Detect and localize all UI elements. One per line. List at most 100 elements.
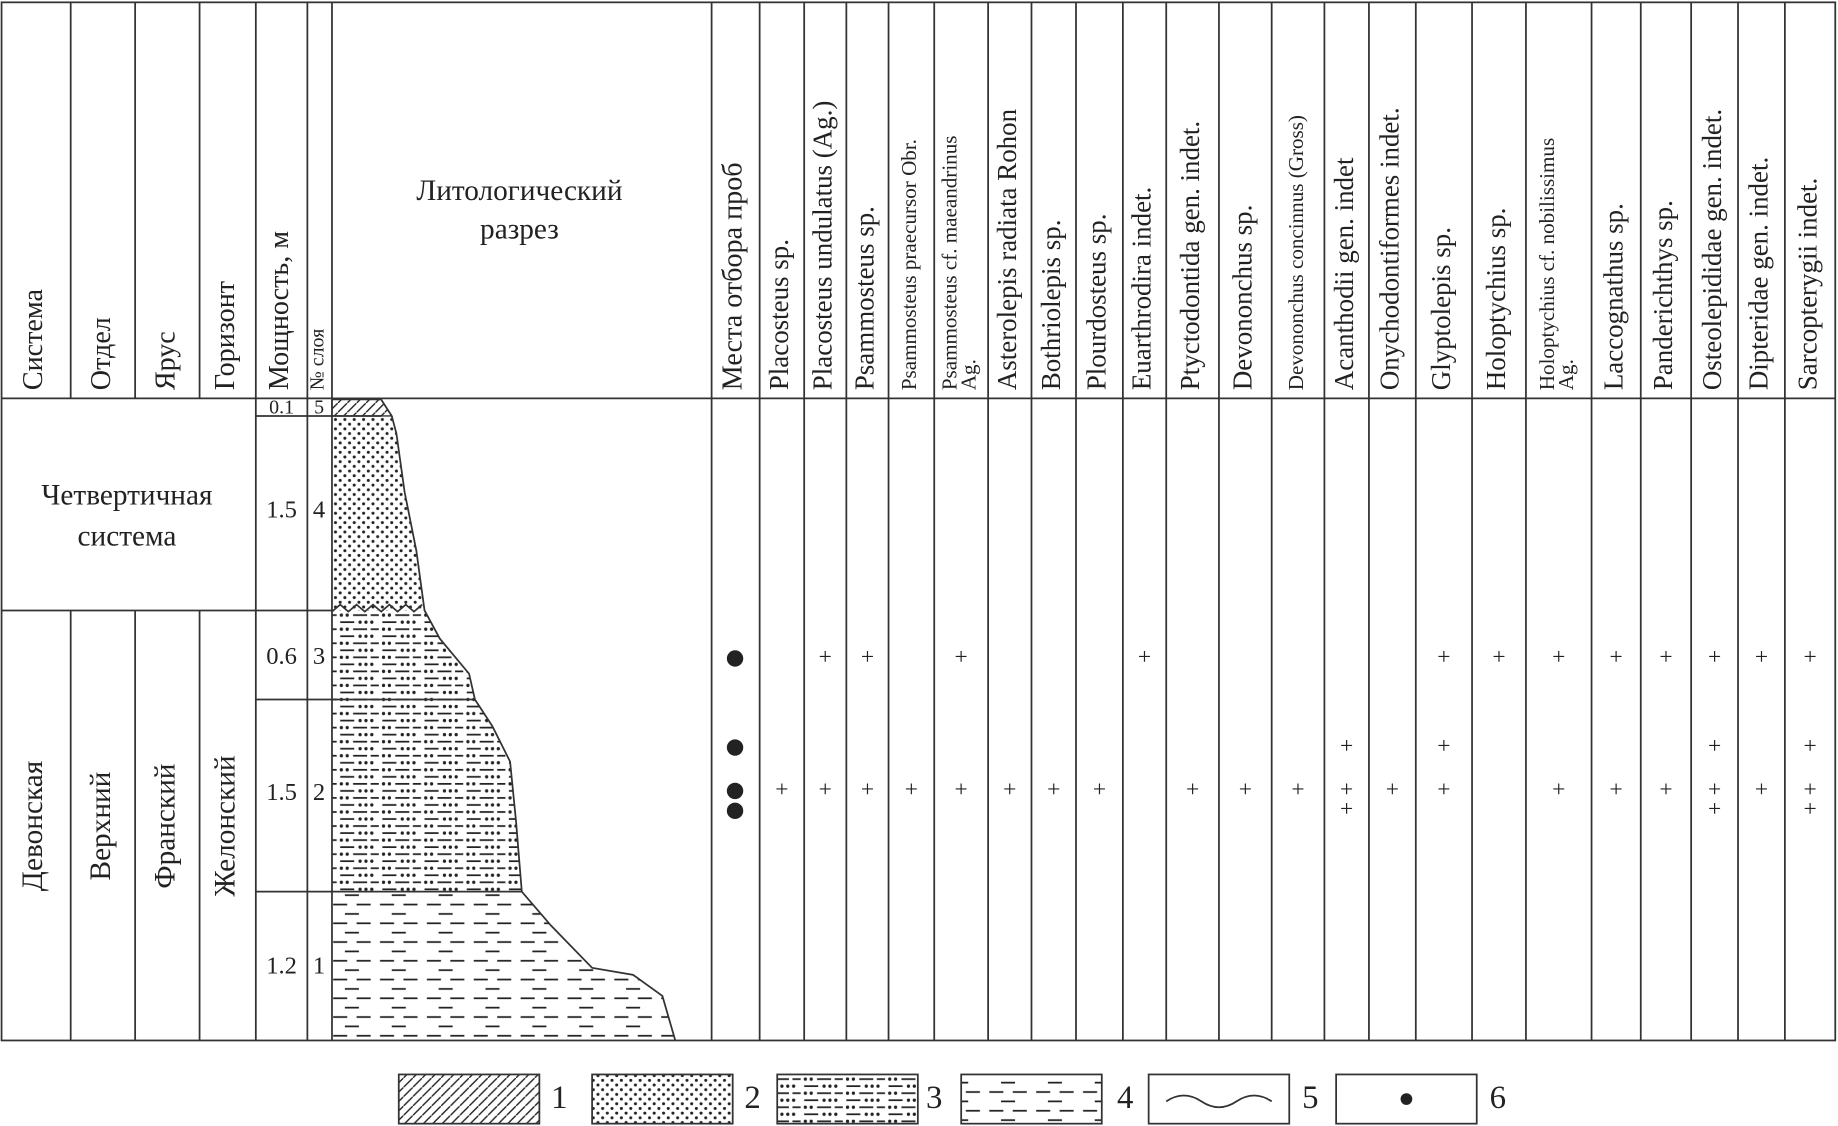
taxon-name: Panderichthys sp.	[1648, 200, 1678, 390]
occurrence-mark: +	[1755, 776, 1768, 802]
taxon-name: Dipteridae gen. indet.	[1744, 157, 1774, 390]
occurrence-mark: +	[1340, 733, 1353, 759]
taxon-name: Plourdosteus sp.	[1082, 214, 1112, 391]
occurrence-mark: +	[1755, 644, 1768, 670]
legend-swatch	[960, 1073, 1103, 1125]
table-border	[0, 1, 1837, 1042]
occurrence-mark: +	[1708, 796, 1721, 822]
occurrence-mark: +	[1340, 776, 1353, 802]
lithology-title: разрез	[480, 214, 559, 246]
taxon-name: Devononchus sp.	[1228, 205, 1258, 391]
occurrence-mark: +	[1803, 776, 1816, 802]
occurrence-mark: +	[1552, 644, 1565, 670]
layer-number: 2	[313, 779, 325, 806]
taxon-name: Holoptychius cf. nobilissimus	[1535, 138, 1559, 390]
column-header: Ярус	[150, 331, 181, 390]
occurrence-mark: +	[1492, 644, 1505, 670]
layer-3-fill	[331, 610, 475, 700]
layer-4-fill	[331, 415, 425, 611]
occurrence-mark: +	[1093, 776, 1106, 802]
occurrence-mark: +	[1708, 644, 1721, 670]
legend-swatch	[1147, 1073, 1291, 1125]
taxon-name: Laccognathus sp.	[1598, 203, 1628, 390]
layer-1-fill	[331, 891, 676, 1041]
occurrence-mark: +	[1437, 644, 1450, 670]
taxon-name: Osteolepididae gen. indet.	[1697, 109, 1727, 390]
occurrence-mark: +	[1239, 776, 1252, 802]
taxon-name: Asterolepis radiata Rohon	[992, 108, 1022, 390]
occurrence-mark: +	[861, 644, 874, 670]
layer-number: 5	[314, 396, 324, 418]
legend-swatch	[1335, 1073, 1478, 1125]
legend-number: 3	[926, 1080, 942, 1116]
occurrence-mark: +	[1437, 776, 1450, 802]
legend-swatch	[397, 1073, 541, 1125]
unit-label: Желонский	[209, 755, 241, 896]
taxon-name: Holoptychius sp.	[1481, 208, 1511, 391]
layer-thickness: 0.1	[269, 396, 294, 418]
occurrence-mark: +	[955, 776, 968, 802]
layer-thickness: 1.2	[266, 952, 297, 979]
occurrence-mark: +	[1291, 776, 1304, 802]
column-header: Отдел	[86, 317, 117, 390]
taxon-name: Ag.	[956, 359, 980, 390]
legend-number: 2	[744, 1080, 760, 1116]
legend-number: 5	[1302, 1080, 1318, 1116]
unit-label: Девонская	[17, 761, 49, 892]
sample-dot	[726, 782, 744, 800]
occurrence-mark: +	[1803, 644, 1816, 670]
layer-2-fill	[331, 699, 522, 892]
occurrence-mark: +	[819, 644, 832, 670]
layer-thickness: 1.5	[266, 779, 297, 806]
legend-swatch	[776, 1073, 919, 1125]
occurrence-mark: +	[775, 776, 788, 802]
weathering-profile	[380, 399, 677, 1041]
column-header: Система	[18, 289, 49, 391]
taxon-name: Glyptolepis sp.	[1426, 227, 1456, 390]
unit-label: Верхний	[85, 772, 117, 881]
occurrence-mark: +	[955, 644, 968, 670]
taxon-name: Psammosteus sp.	[850, 206, 880, 390]
unit-label: Четвертичная	[41, 480, 212, 512]
taxon-name: Psammosteus praecursor Obr.	[897, 139, 921, 390]
occurrence-mark: +	[1803, 733, 1816, 759]
occurrence-mark: +	[1708, 776, 1721, 802]
lithology-title: Литологический	[416, 175, 622, 207]
taxon-name: Onychodontiformes indet.	[1375, 107, 1405, 390]
occurrence-mark: +	[1340, 796, 1353, 822]
legend-swatch	[591, 1073, 734, 1125]
occurrence-mark: +	[1610, 644, 1623, 670]
occurrence-mark: +	[1386, 776, 1399, 802]
erosion-boundary	[331, 603, 423, 613]
samples-header: Места отбора проб	[717, 162, 748, 390]
layer-number: 3	[313, 643, 325, 670]
legend-wavy	[1165, 1094, 1273, 1109]
occurrence-mark: +	[1610, 776, 1623, 802]
occurrence-mark: +	[1437, 733, 1450, 759]
occurrence-mark: +	[861, 776, 874, 802]
taxon-name: Acanthodii gen. indet	[1329, 157, 1359, 390]
taxon-name: Bothriolepis sp.	[1036, 220, 1066, 391]
layer-thickness: 0.6	[266, 643, 297, 670]
taxon-name: Sarcopterygii indet.	[1792, 178, 1822, 390]
taxon-name: Psammosteus cf. maeandrinus	[938, 136, 962, 391]
occurrence-mark: +	[1552, 776, 1565, 802]
unit-label: Франский	[150, 764, 182, 889]
occurrence-mark: +	[819, 776, 832, 802]
taxon-name: Euarthrodira indet.	[1127, 187, 1157, 390]
legend-number: 6	[1490, 1080, 1506, 1116]
sample-dot	[726, 739, 744, 756]
occurrence-mark: +	[1047, 776, 1060, 802]
sample-dot	[726, 650, 744, 667]
legend-number: 4	[1117, 1080, 1133, 1116]
occurrence-mark: +	[1138, 644, 1151, 670]
occurrence-mark: +	[1659, 776, 1672, 802]
legend-dot	[1400, 1093, 1413, 1105]
legend-swatches	[397, 1073, 1478, 1125]
occurrence-mark: +	[1186, 776, 1199, 802]
occurrence-mark: +	[1803, 796, 1816, 822]
column-header: № слоя	[307, 329, 329, 390]
taxon-name: Ag.	[1554, 359, 1578, 390]
